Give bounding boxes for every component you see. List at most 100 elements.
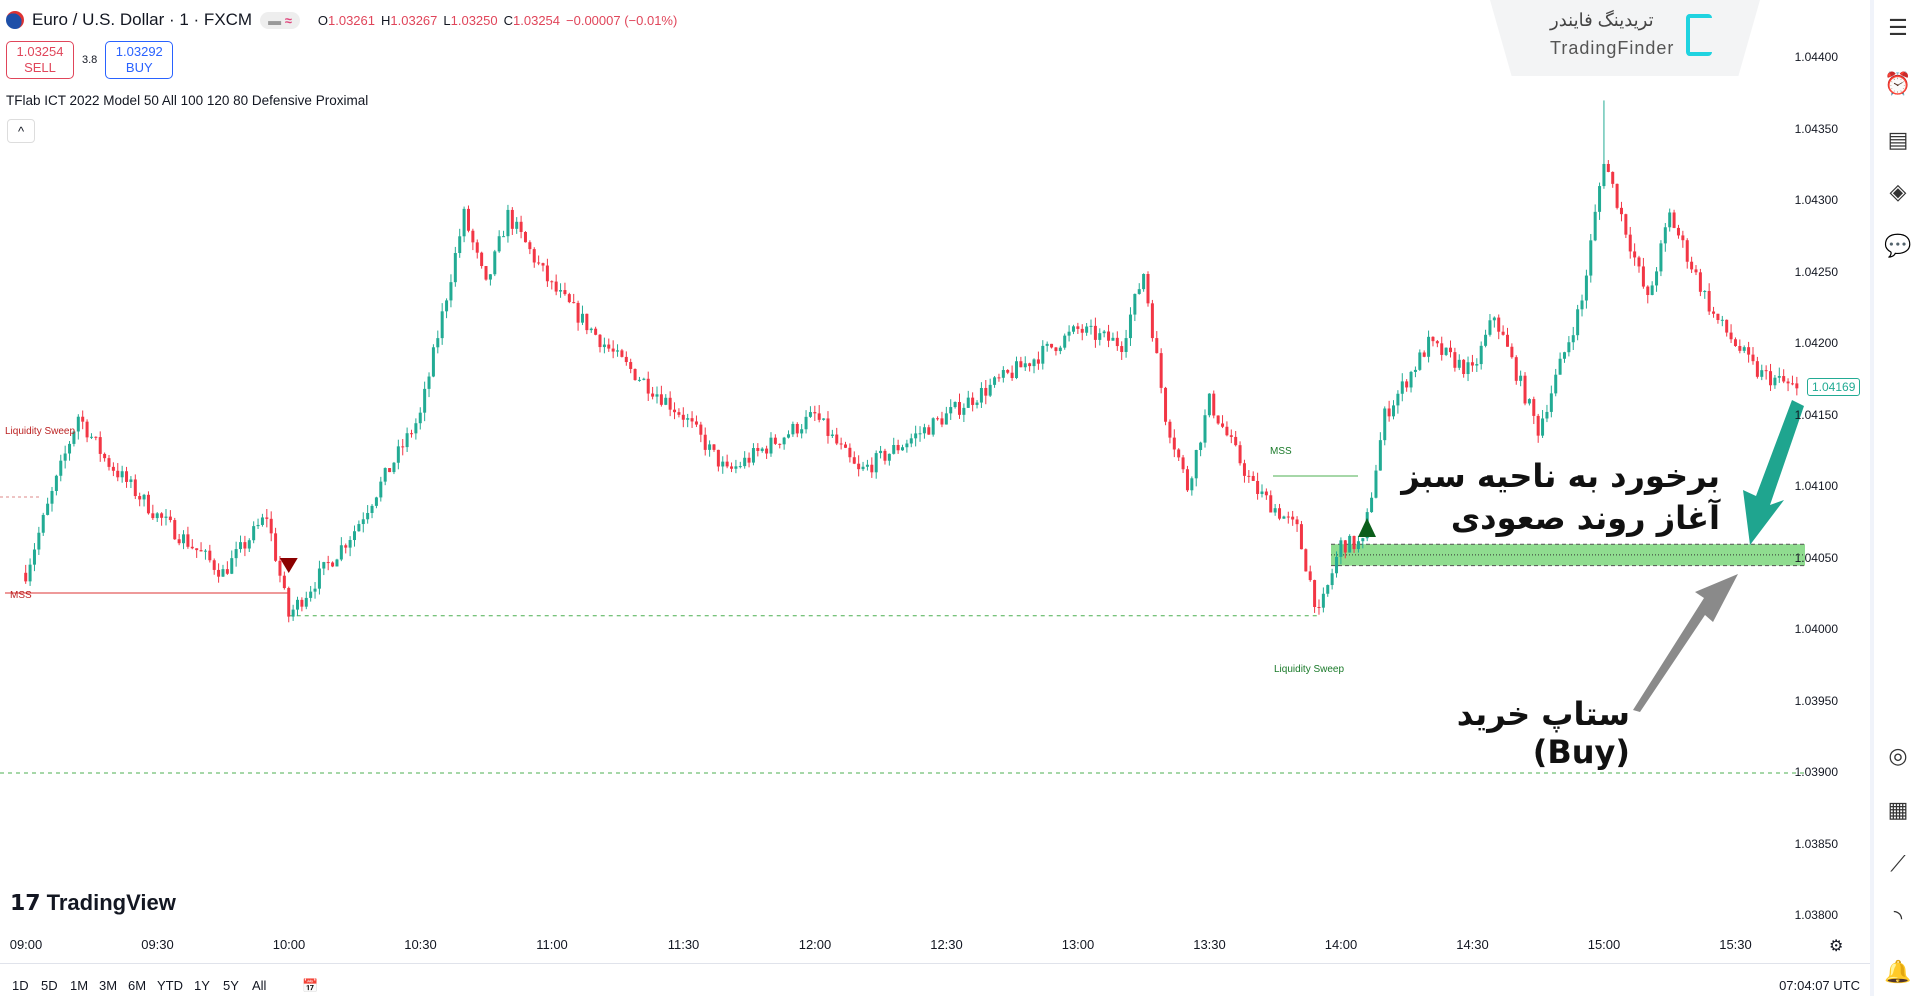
- candle: [348, 540, 352, 548]
- candle: [260, 517, 264, 525]
- candle: [1014, 361, 1018, 379]
- buy-button[interactable]: 1.03292 BUY: [105, 41, 174, 79]
- candle: [1733, 339, 1737, 347]
- range-1d[interactable]: 1D: [12, 978, 29, 993]
- candle: [975, 402, 979, 405]
- candle: [1624, 214, 1628, 235]
- alarm-clock-icon[interactable]: ⏰: [1884, 71, 1912, 96]
- range-all[interactable]: All: [252, 978, 267, 993]
- candle: [1641, 266, 1645, 287]
- layers-icon[interactable]: ◈: [1889, 179, 1907, 204]
- candle: [721, 461, 725, 467]
- candle: [567, 294, 571, 303]
- candle: [651, 393, 655, 397]
- time-tick: 10:30: [404, 937, 437, 952]
- candle: [63, 453, 67, 461]
- range-1y[interactable]: 1Y: [194, 978, 210, 993]
- price-tick: 1.03800: [1794, 908, 1838, 922]
- time-tick: 09:00: [9, 937, 43, 952]
- candle: [1010, 372, 1014, 379]
- candle: [804, 416, 808, 430]
- range-6m[interactable]: 6M: [128, 978, 147, 993]
- range-5d[interactable]: 5D: [41, 978, 58, 993]
- candle: [699, 424, 703, 435]
- indicator-title[interactable]: TFlab ICT 2022 Model 50 All 100 120 80 D…: [6, 93, 369, 108]
- candle: [1137, 289, 1141, 294]
- menu-list-icon[interactable]: ☰: [1888, 15, 1908, 40]
- price-tick: 1.04300: [1794, 193, 1838, 207]
- bearish-signal-triangle: [279, 558, 298, 573]
- candle: [287, 588, 291, 617]
- time-tick: 15:30: [1719, 937, 1752, 952]
- broadcast-icon[interactable]: ◝: [1893, 905, 1903, 930]
- candle: [1041, 345, 1045, 364]
- candle: [712, 444, 716, 450]
- candle: [1181, 457, 1185, 470]
- bell-icon[interactable]: 🔔: [1884, 959, 1912, 984]
- candle: [808, 412, 812, 417]
- candle: [1409, 371, 1413, 388]
- candle: [844, 444, 848, 448]
- candle: [41, 514, 45, 533]
- candle: [1054, 347, 1058, 352]
- candle: [572, 302, 576, 304]
- collapse-button[interactable]: ^: [7, 119, 35, 143]
- candle: [458, 236, 462, 254]
- liquidity-sweep-label: Liquidity Sweep: [5, 426, 76, 437]
- candle: [743, 457, 747, 467]
- tradingfinder-watermark: تریدینگ فایندر TradingFinder: [1490, 0, 1760, 76]
- candlestick-chart[interactable]: [0, 0, 1870, 960]
- symbol-title[interactable]: Euro / U.S. Dollar · 1 · FXCM: [32, 10, 253, 29]
- candle: [24, 572, 28, 582]
- chat-icon[interactable]: 💬: [1884, 233, 1912, 258]
- candle: [892, 445, 896, 454]
- candle: [852, 457, 856, 464]
- price-tick: 1.04200: [1794, 336, 1838, 350]
- candle: [1593, 211, 1597, 241]
- target-icon[interactable]: ◎: [1888, 743, 1908, 768]
- candle: [1567, 342, 1571, 353]
- time-tick: 11:00: [536, 937, 568, 952]
- candle: [1584, 275, 1588, 301]
- candle: [1045, 343, 1049, 346]
- candle: [690, 418, 694, 422]
- candle: [1694, 269, 1698, 273]
- candle: [326, 562, 330, 564]
- candle: [1326, 585, 1330, 594]
- range-ytd[interactable]: YTD: [157, 978, 183, 993]
- settings-gear-icon[interactable]: ⚙: [1829, 938, 1844, 955]
- visibility-toggle[interactable]: ▬ ≈: [260, 11, 300, 29]
- candle: [822, 418, 826, 420]
- candle: [1063, 335, 1067, 348]
- candle: [1488, 320, 1492, 335]
- candle: [1396, 393, 1400, 406]
- pine-chart-icon[interactable]: ⟋: [1890, 851, 1906, 876]
- watchlist-icon[interactable]: ▤: [1887, 127, 1909, 152]
- candle: [1707, 291, 1711, 312]
- clock[interactable]: 07:04:07 UTC: [1779, 978, 1860, 993]
- range-5y[interactable]: 5Y: [223, 978, 239, 993]
- candle: [1422, 352, 1426, 357]
- candle: [607, 344, 611, 349]
- time-tick: 12:00: [798, 937, 832, 952]
- candle: [247, 540, 251, 549]
- sell-button[interactable]: 1.03254 SELL: [6, 41, 74, 79]
- candle: [1304, 549, 1308, 572]
- candle: [1650, 285, 1654, 295]
- candle: [637, 379, 641, 381]
- candle: [957, 401, 961, 415]
- candle: [1036, 359, 1040, 364]
- candle: [436, 338, 440, 348]
- candle: [1028, 363, 1032, 367]
- range-3m[interactable]: 3M: [99, 978, 118, 993]
- calendar-goto-icon[interactable]: 📅: [302, 978, 319, 993]
- candle: [800, 429, 804, 434]
- candle: [1221, 423, 1225, 427]
- candle: [449, 282, 453, 301]
- candle: [344, 545, 348, 548]
- calendar-icon[interactable]: ▦: [1887, 797, 1909, 822]
- candle: [506, 209, 510, 237]
- tradingfinder-logo-icon: [1686, 14, 1712, 56]
- candle: [1405, 381, 1409, 388]
- range-1m[interactable]: 1M: [70, 978, 89, 993]
